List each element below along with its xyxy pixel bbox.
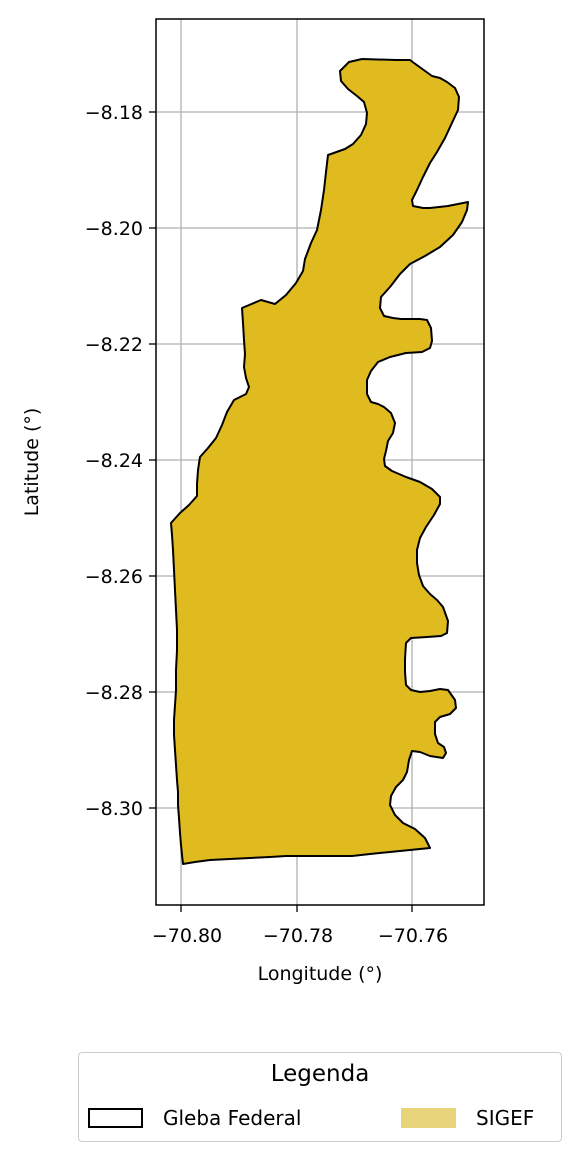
legend-label: Gleba Federal [163,1106,302,1130]
x-tick-label: −70.80 [152,925,222,947]
y-tick-label: −8.26 [85,566,143,588]
y-ticks [149,111,156,809]
x-tick-label: −70.78 [263,925,333,947]
legend-entry-gleba-federal: Gleba Federal [88,1105,301,1131]
x-tick-labels: −70.80 −70.78 −70.76 [152,925,448,947]
y-tick-label: −8.24 [85,450,143,472]
legend-swatch-fill [401,1108,456,1128]
x-tick-label: −70.76 [378,925,448,947]
y-tick-label: −8.20 [85,218,143,240]
legend: Legenda Gleba Federal SIGEF [78,1052,562,1142]
legend-entry-sigef: SIGEF [401,1105,534,1131]
y-tick-label: −8.22 [85,334,143,356]
y-axis-label: Latitude (°) [21,408,43,517]
legend-label: SIGEF [476,1106,535,1130]
y-tick-label: −8.30 [85,798,143,820]
gleba-sigef-polygon [170,58,469,865]
y-tick-label: −8.18 [85,102,143,124]
y-tick-label: −8.28 [85,682,143,704]
legend-swatch-outline [88,1108,143,1128]
map-figure: −8.18 −8.20 −8.22 −8.24 −8.26 −8.28 −8.3… [21,18,485,985]
y-tick-labels: −8.18 −8.20 −8.22 −8.24 −8.26 −8.28 −8.3… [85,102,143,820]
x-ticks [180,905,413,912]
plot-frame [155,18,485,906]
legend-title: Legenda [270,1061,370,1087]
x-axis-label: Longitude (°) [258,963,383,985]
